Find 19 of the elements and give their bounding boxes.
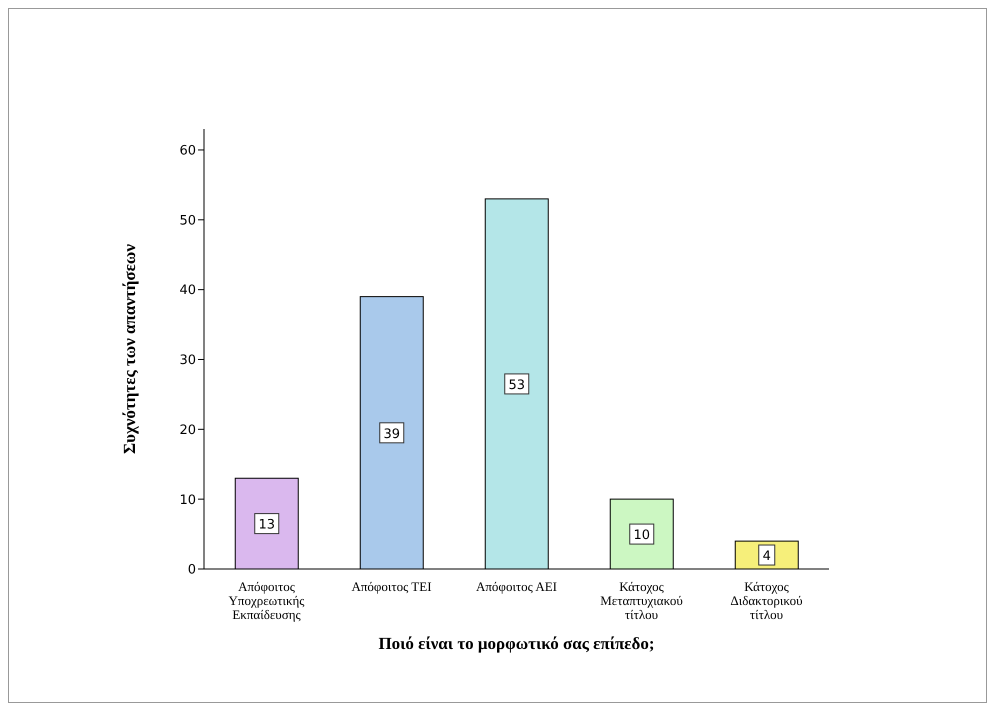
data-label: 39 [383,426,400,442]
data-label: 10 [633,528,650,544]
y-tick-label: 40 [179,283,196,298]
x-tick-label: Κάτοχος Μεταπτυχιακού τίτλου [600,579,683,622]
y-tick-label: 10 [179,492,196,508]
data-label: 53 [508,378,526,393]
x-tick-label: Απόφοιτος Υποχρεωτικής Εκπαίδευσης [228,579,306,622]
y-tick-label: 20 [179,422,196,438]
y-tick-label: 60 [179,144,196,159]
x-tick-label: Απόφοιτος ΑΕΙ [476,579,558,594]
data-label: 4 [762,549,771,564]
y-tick-label: 30 [179,353,196,368]
data-label: 13 [258,518,276,533]
y-tick-label: 0 [188,562,196,578]
x-tick-label: Απόφοιτος ΤΕΙ [351,579,432,594]
x-tick-label: Κάτοχος Διδακτορικού τίτλου [730,579,803,622]
x-axis-title: Ποιό είναι το μορφωτικό σας επίπεδο; [378,634,655,653]
y-axis-title: Συχνότητες των απαντήσεων [120,244,140,454]
y-tick-label: 50 [179,213,196,228]
